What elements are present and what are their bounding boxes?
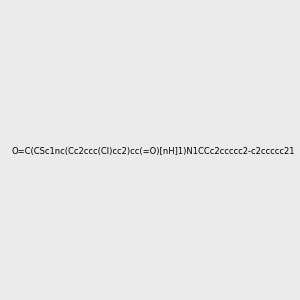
- Text: O=C(CSc1nc(Cc2ccc(Cl)cc2)cc(=O)[nH]1)N1CCc2ccccc2-c2ccccc21: O=C(CSc1nc(Cc2ccc(Cl)cc2)cc(=O)[nH]1)N1C…: [12, 147, 296, 156]
